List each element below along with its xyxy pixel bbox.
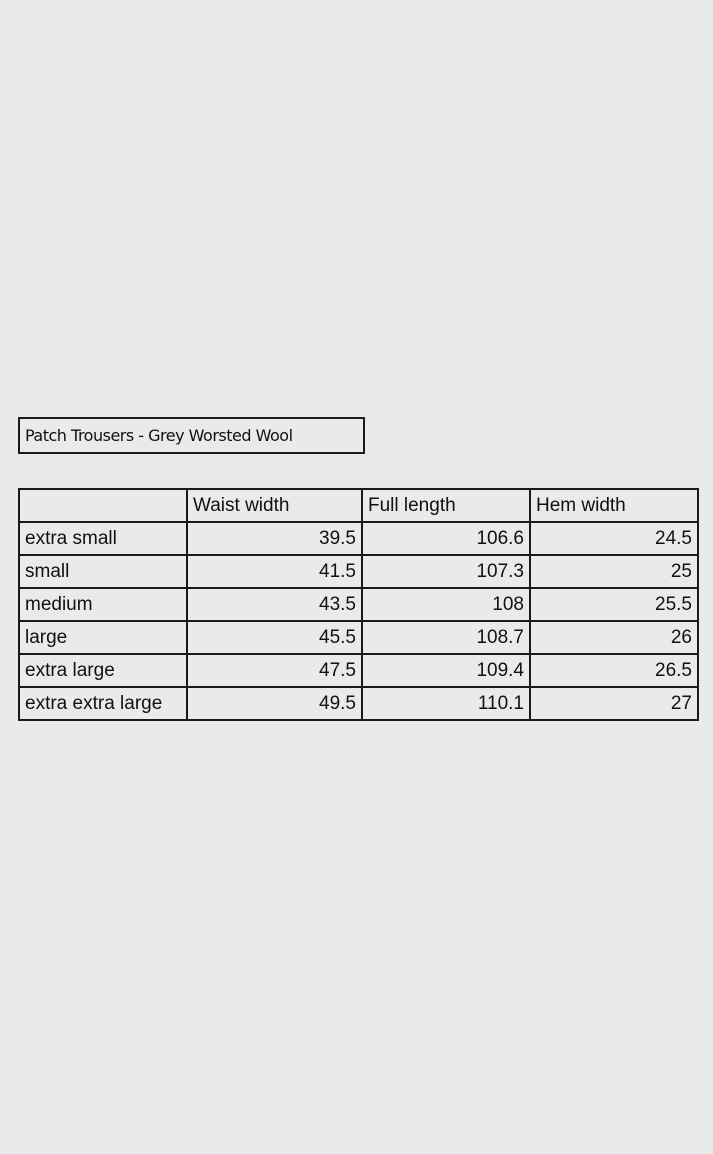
header-waist-width: Waist width <box>186 488 363 523</box>
size-label-cell: medium <box>18 587 188 622</box>
table-row: extra extra large 49.5 110.1 27 <box>18 686 699 721</box>
measurement-cell: 107.3 <box>361 554 531 589</box>
header-row: Waist width Full length Hem width <box>18 488 699 523</box>
measurement-cell: 25.5 <box>529 587 699 622</box>
table-row: medium 43.5 108 25.5 <box>18 587 699 622</box>
measurement-cell: 26.5 <box>529 653 699 688</box>
measurement-cell: 24.5 <box>529 521 699 556</box>
measurement-cell: 41.5 <box>186 554 363 589</box>
size-chart-table: Waist width Full length Hem width extra … <box>18 488 699 721</box>
header-hem-width: Hem width <box>529 488 699 523</box>
size-label-cell: extra large <box>18 653 188 688</box>
measurement-cell: 27 <box>529 686 699 721</box>
table-title: Patch Trousers - Grey Worsted Wool <box>18 417 365 454</box>
measurement-cell: 49.5 <box>186 686 363 721</box>
size-label-cell: extra extra large <box>18 686 188 721</box>
table-row: large 45.5 108.7 26 <box>18 620 699 655</box>
measurement-cell: 108 <box>361 587 531 622</box>
table-row: extra small 39.5 106.6 24.5 <box>18 521 699 556</box>
measurement-cell: 25 <box>529 554 699 589</box>
measurement-cell: 108.7 <box>361 620 531 655</box>
measurement-cell: 43.5 <box>186 587 363 622</box>
header-cell-empty <box>18 488 188 523</box>
measurement-cell: 39.5 <box>186 521 363 556</box>
measurement-cell: 106.6 <box>361 521 531 556</box>
table-row: small 41.5 107.3 25 <box>18 554 699 589</box>
table-row: extra large 47.5 109.4 26.5 <box>18 653 699 688</box>
size-label-cell: large <box>18 620 188 655</box>
measurement-cell: 47.5 <box>186 653 363 688</box>
header-full-length: Full length <box>361 488 531 523</box>
measurement-cell: 26 <box>529 620 699 655</box>
size-label-cell: small <box>18 554 188 589</box>
measurement-cell: 110.1 <box>361 686 531 721</box>
measurement-cell: 45.5 <box>186 620 363 655</box>
size-label-cell: extra small <box>18 521 188 556</box>
measurement-cell: 109.4 <box>361 653 531 688</box>
